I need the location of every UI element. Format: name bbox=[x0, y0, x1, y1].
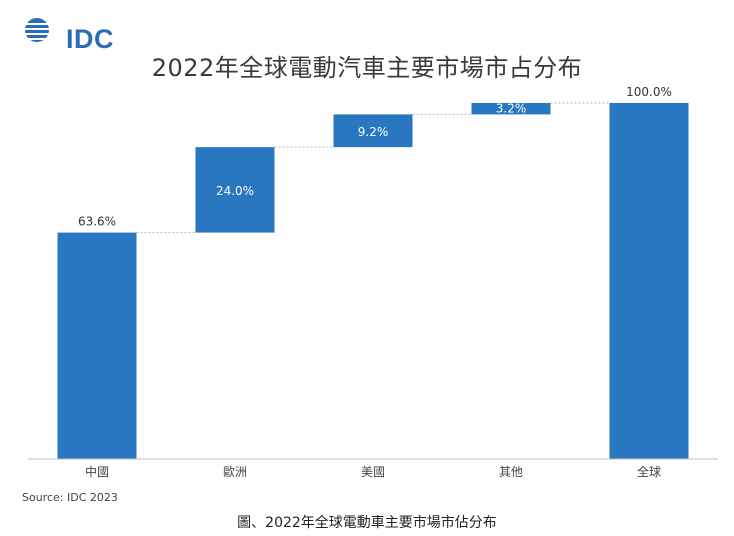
data-label-4: 100.0% bbox=[626, 85, 672, 99]
data-label-1: 24.0% bbox=[216, 184, 254, 198]
data-label-2: 9.2% bbox=[358, 125, 389, 139]
figure-caption: 圖、2022年全球電動車主要市場市佔分布 bbox=[237, 515, 497, 531]
x-tick-label-3: 其他 bbox=[499, 465, 523, 479]
data-label-3: 3.2% bbox=[496, 102, 527, 116]
x-tick-label-2: 美國 bbox=[361, 465, 385, 479]
x-tick-label-4: 全球 bbox=[637, 464, 661, 479]
source-note: Source: IDC 2023 bbox=[22, 491, 118, 504]
data-label-0: 63.6% bbox=[78, 215, 116, 229]
bar-3 bbox=[471, 103, 551, 115]
bar-0 bbox=[57, 232, 137, 459]
bar-1 bbox=[195, 147, 275, 233]
globe-icon bbox=[25, 18, 49, 42]
chart-title: 2022年全球電動汽車主要市場市占分布 bbox=[151, 54, 583, 82]
x-tick-label-0: 中國 bbox=[85, 464, 109, 479]
x-tick-label-1: 歐洲 bbox=[223, 464, 247, 479]
bar-4 bbox=[609, 103, 689, 459]
logo-text: IDC bbox=[66, 24, 114, 54]
bar-2 bbox=[333, 114, 413, 148]
idc-logo: IDC bbox=[22, 14, 122, 54]
